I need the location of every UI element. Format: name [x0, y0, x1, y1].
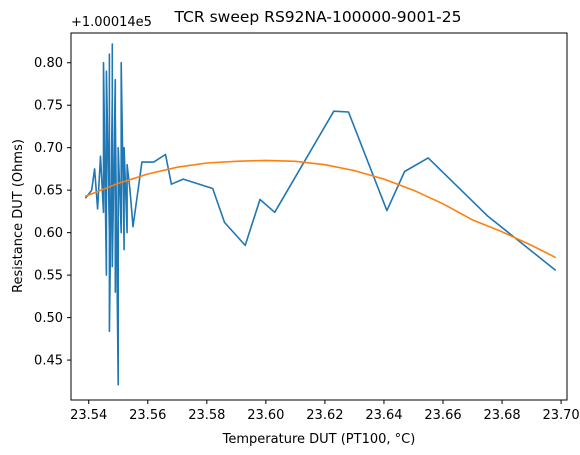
y-tick-label: 0.60 — [34, 226, 63, 241]
series-line-2 — [85, 159, 557, 259]
x-tick-label: 23.60 — [247, 408, 284, 423]
x-tick-label: 23.64 — [365, 408, 402, 423]
y-axis: 0.45 0.50 0.55 0.60 0.65 0.70 0.75 0.80 — [34, 56, 71, 369]
plot-frame — [70, 32, 568, 401]
series-layer — [85, 43, 557, 386]
y-tick-label: 0.55 — [34, 269, 63, 284]
x-axis-label: Temperature DUT (PT100, °C) — [222, 432, 416, 447]
chart-title: TCR sweep RS92NA-100000-9001-25 — [174, 8, 462, 26]
x-tick-label: 23.66 — [424, 408, 461, 423]
series-line-1 — [85, 43, 557, 386]
y-tick-label: 0.45 — [34, 354, 63, 369]
y-tick-label: 0.50 — [34, 311, 63, 326]
x-tick-label: 23.70 — [542, 408, 579, 423]
x-axis: 23.54 23.56 23.58 23.60 23.62 23.64 23.66 23.68… — [70, 400, 580, 423]
y-offset-label: +1.00014e5 — [71, 15, 152, 30]
plot-area — [71, 33, 567, 400]
y-tick-label: 0.80 — [34, 56, 63, 71]
y-tick-label: 0.75 — [34, 99, 63, 114]
y-axis-label: Resistance DUT (Ohms) — [11, 139, 26, 293]
x-tick-label: 23.54 — [70, 408, 107, 423]
x-tick-label: 23.68 — [483, 408, 520, 423]
x-tick-label: 23.62 — [306, 408, 343, 423]
x-tick-label: 23.56 — [129, 408, 166, 423]
y-tick-label: 0.65 — [34, 184, 63, 199]
x-tick-label: 23.58 — [188, 408, 225, 423]
y-tick-label: 0.70 — [34, 141, 63, 156]
